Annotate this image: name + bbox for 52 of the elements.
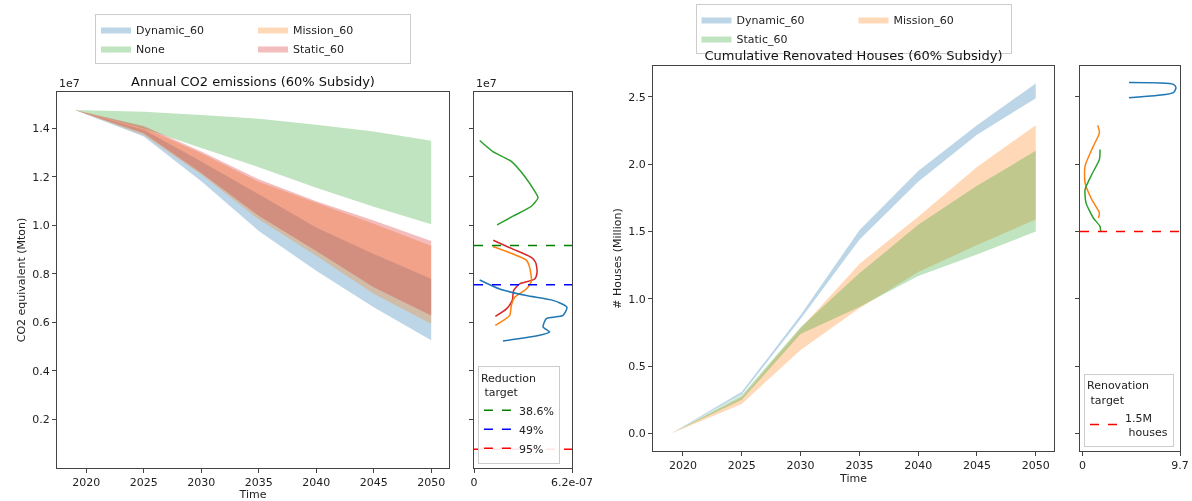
legend-label: Mission_60 xyxy=(893,13,954,27)
x-tick-label: 2020 xyxy=(72,476,101,490)
x-axis-title: Time xyxy=(839,472,868,486)
legend-title: Reduction target xyxy=(480,371,536,399)
x-tick-label: 2045 xyxy=(359,476,388,490)
x-tick-label: 2025 xyxy=(727,459,756,473)
x-tick-label: 0 xyxy=(470,476,478,490)
y-tick-label: 0.4 xyxy=(32,364,50,378)
y-tick-label: 2.0 xyxy=(628,158,646,172)
x-tick-label: 2035 xyxy=(244,476,273,490)
x-tick-label: 0 xyxy=(1078,459,1086,473)
chart-title: Cumulative Renovated Houses (60% Subsidy) xyxy=(704,48,1003,63)
y-axis-title: # Houses (Million) xyxy=(610,208,624,309)
legend-label: 49% xyxy=(518,423,544,437)
y-axis-title: CO2 equivalent (Mton) xyxy=(14,217,28,343)
x-tick-label: 2050 xyxy=(1021,459,1050,473)
y-tick-label: 2.5 xyxy=(628,90,646,104)
x-tick-label: 2035 xyxy=(845,459,874,473)
x-tick-label: 6.2e-07 xyxy=(550,476,594,490)
legend-label: 1.5M houses xyxy=(1125,411,1168,439)
y-tick-label: 1.5 xyxy=(628,225,646,239)
x-axis-title: Time xyxy=(238,488,267,501)
x-tick-label: 2050 xyxy=(417,476,446,490)
y-tick-label: 1.0 xyxy=(32,219,50,233)
y-tick-label: 0.0 xyxy=(628,427,646,441)
x-tick-label: 2040 xyxy=(302,476,331,490)
y-tick-label: 0.2 xyxy=(32,413,50,427)
legend-label: None xyxy=(136,42,165,56)
x-tick-label: 2020 xyxy=(668,459,697,473)
x-tick-label: 9.7 xyxy=(1171,459,1189,473)
y-tick-label: 1.2 xyxy=(32,170,50,184)
legend-label: 95% xyxy=(518,442,544,456)
text: 1e7 xyxy=(59,77,80,90)
x-tick-label: 2030 xyxy=(187,476,216,490)
legend-label: Static_60 xyxy=(736,32,788,46)
chart-title: Annual CO2 emissions (60% Subsidy) xyxy=(131,74,375,89)
legend-label: 38.6% xyxy=(518,404,554,418)
legend-title: Renovation target xyxy=(1087,379,1149,407)
legend-label: Dynamic_60 xyxy=(136,23,205,37)
y-tick-label: 0.5 xyxy=(628,360,646,374)
legend-label: Static_60 xyxy=(293,42,344,56)
legend-label: Dynamic_60 xyxy=(736,13,805,27)
text: 1e7 xyxy=(476,77,497,90)
y-tick-label: 0.8 xyxy=(32,267,50,281)
x-tick-label: 2030 xyxy=(786,459,815,473)
x-tick-label: 2040 xyxy=(904,459,933,473)
x-tick-label: 2025 xyxy=(129,476,158,490)
legend-label: Mission_60 xyxy=(293,23,354,37)
y-tick-label: 0.6 xyxy=(32,316,50,330)
y-tick-label: 1.4 xyxy=(32,122,50,136)
x-tick-label: 2045 xyxy=(962,459,991,473)
y-tick-label: 1.0 xyxy=(628,292,646,306)
